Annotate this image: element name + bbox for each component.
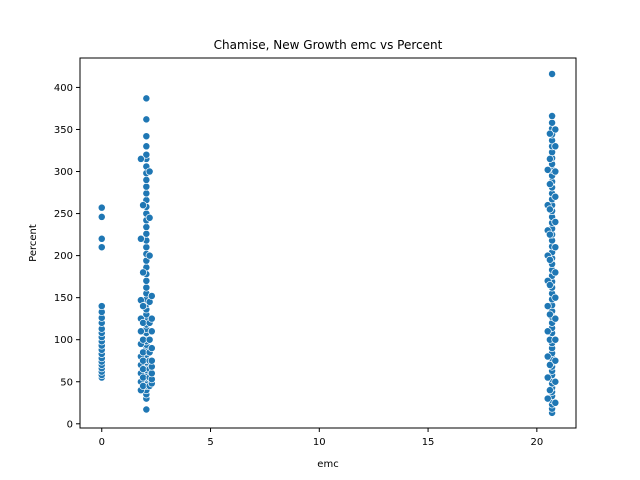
data-point xyxy=(147,327,156,336)
data-point xyxy=(142,182,151,191)
data-point xyxy=(142,142,151,151)
y-tick-label: 250 xyxy=(54,209,73,220)
x-axis: 0 5 10 15 20 xyxy=(99,428,543,448)
y-tick-label: 300 xyxy=(54,167,73,178)
data-point xyxy=(551,268,560,277)
data-point xyxy=(136,234,145,243)
data-point xyxy=(543,165,552,174)
data-point xyxy=(142,115,151,124)
data-point xyxy=(147,314,156,323)
data-point xyxy=(543,327,552,336)
data-point xyxy=(147,344,156,353)
data-point xyxy=(543,352,552,361)
data-point xyxy=(139,356,148,365)
data-point xyxy=(97,302,106,311)
data-point xyxy=(551,218,560,226)
data-point xyxy=(545,281,554,289)
data-point xyxy=(551,377,560,386)
data-point xyxy=(139,268,148,277)
data-point xyxy=(139,365,148,374)
chart-title: Chamise, New Growth emc vs Percent xyxy=(214,38,443,52)
data-point xyxy=(545,129,554,138)
y-tick-label: 50 xyxy=(60,377,73,388)
data-point xyxy=(142,223,151,231)
data-point xyxy=(97,212,106,221)
data-point xyxy=(145,335,154,344)
y-axis-label: Percent xyxy=(28,224,39,262)
data-point xyxy=(142,175,151,184)
data-point xyxy=(142,276,151,285)
data-point xyxy=(543,302,552,311)
data-point xyxy=(139,318,148,327)
x-axis-label: emc xyxy=(317,459,338,470)
data-point xyxy=(147,356,156,365)
data-point xyxy=(97,203,106,212)
y-tick-label: 150 xyxy=(54,293,73,304)
data-point xyxy=(545,154,554,163)
x-tick-label: 5 xyxy=(207,437,213,448)
data-point xyxy=(142,132,151,141)
data-point xyxy=(145,167,154,176)
data-point xyxy=(551,125,560,134)
data-point xyxy=(136,327,145,336)
data-point xyxy=(543,394,552,403)
data-point xyxy=(545,386,554,395)
x-tick-label: 15 xyxy=(422,437,435,448)
data-point xyxy=(551,335,560,344)
data-point xyxy=(545,205,554,214)
data-point xyxy=(139,382,148,390)
data-point xyxy=(97,234,106,243)
data-point xyxy=(551,192,560,201)
data-point xyxy=(551,398,560,407)
data-point xyxy=(545,230,554,239)
data-point xyxy=(545,180,554,189)
data-point xyxy=(142,243,151,252)
y-tick-label: 100 xyxy=(54,335,73,346)
data-point xyxy=(136,154,145,163)
data-point xyxy=(545,310,554,319)
data-point xyxy=(551,142,560,151)
data-point xyxy=(548,118,557,127)
data-point xyxy=(97,243,106,252)
data-point xyxy=(545,255,554,264)
data-point xyxy=(139,335,148,344)
data-point xyxy=(142,150,151,159)
data-point xyxy=(551,314,560,323)
y-tick-label: 400 xyxy=(54,83,73,94)
x-tick-label: 20 xyxy=(530,437,543,448)
y-axis: 0 50 100 150 200 250 300 350 400 xyxy=(54,83,80,430)
data-point xyxy=(139,373,148,382)
y-tick-label: 350 xyxy=(54,125,73,136)
y-tick-label: 0 xyxy=(67,419,73,430)
x-tick-label: 10 xyxy=(313,437,326,448)
y-tick-label: 200 xyxy=(54,251,73,262)
data-point xyxy=(142,94,151,103)
data-point xyxy=(548,70,557,78)
data-point xyxy=(139,201,148,210)
plot-frame xyxy=(79,57,577,429)
data-point xyxy=(551,167,560,176)
data-point xyxy=(142,189,151,198)
data-point xyxy=(551,356,560,365)
points-layer xyxy=(97,70,560,417)
data-point xyxy=(139,302,148,311)
data-point xyxy=(145,251,154,260)
data-point xyxy=(142,283,151,292)
data-point xyxy=(139,348,148,357)
data-point xyxy=(145,213,154,222)
data-point xyxy=(551,293,560,302)
data-point xyxy=(545,360,554,369)
data-point xyxy=(147,292,156,300)
x-tick-label: 0 xyxy=(99,437,105,448)
data-point xyxy=(147,369,156,378)
data-point xyxy=(543,373,552,382)
data-point xyxy=(142,405,151,414)
data-point xyxy=(551,243,560,252)
data-point xyxy=(548,112,557,120)
